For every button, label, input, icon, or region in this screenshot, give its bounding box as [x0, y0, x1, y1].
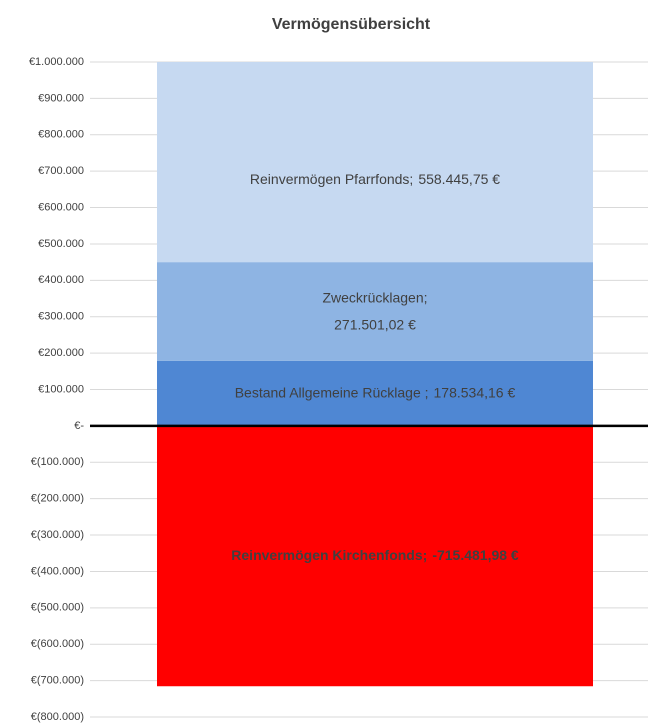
- y-tick-label: €(100.000): [31, 456, 84, 468]
- bar-segment: [157, 425, 593, 687]
- y-tick-label: €(800.000): [31, 711, 84, 723]
- y-tick-label: €(200.000): [31, 493, 84, 505]
- data-label: Bestand Allgemeine Rücklage ; 178.534,16 …: [235, 384, 516, 400]
- y-tick-label: €800.000: [38, 129, 84, 141]
- data-label-name: Reinvermögen Kirchenfonds;: [231, 547, 427, 563]
- data-label-value: 558.445,75 €: [418, 171, 500, 187]
- data-label: Reinvermögen Pfarrfonds; 558.445,75 €: [250, 171, 500, 187]
- y-tick-label: €(300.000): [31, 529, 84, 541]
- data-label-name: Zweckrücklagen;: [322, 289, 427, 305]
- data-label: Zweckrücklagen; 271.501,02 €: [322, 289, 427, 332]
- y-tick-label: €700.000: [38, 165, 84, 177]
- y-tick-label: €900.000: [38, 92, 84, 104]
- data-label-value: 178.534,16 €: [434, 384, 516, 400]
- y-tick-label: €(500.000): [31, 602, 84, 614]
- bar-segment: [157, 360, 593, 426]
- y-tick-label: €(400.000): [31, 565, 84, 577]
- bar-segment: [157, 262, 593, 361]
- y-tick-label: €(600.000): [31, 638, 84, 650]
- data-label-name: Bestand Allgemeine Rücklage ;: [235, 384, 429, 400]
- data-label-value: 271.501,02 €: [334, 316, 416, 332]
- data-label-value: -715.481,98 €: [432, 547, 519, 563]
- data-label-name: Reinvermögen Pfarrfonds;: [250, 171, 413, 187]
- bar-segment: [157, 62, 593, 263]
- y-tick-label: €600.000: [38, 201, 84, 213]
- y-tick-label: €400.000: [38, 274, 84, 286]
- y-tick-label: €100.000: [38, 383, 84, 395]
- data-label: Reinvermögen Kirchenfonds; -715.481,98 €: [231, 547, 519, 563]
- y-tick-label: €1.000.000: [29, 56, 84, 68]
- y-tick-label: €500.000: [38, 238, 84, 250]
- y-tick-label: €200.000: [38, 347, 84, 359]
- y-tick-label: €300.000: [38, 311, 84, 323]
- chart-title: Vermögensübersicht: [272, 16, 431, 33]
- y-tick-label: €(700.000): [31, 675, 84, 687]
- y-tick-label: €-: [74, 420, 84, 432]
